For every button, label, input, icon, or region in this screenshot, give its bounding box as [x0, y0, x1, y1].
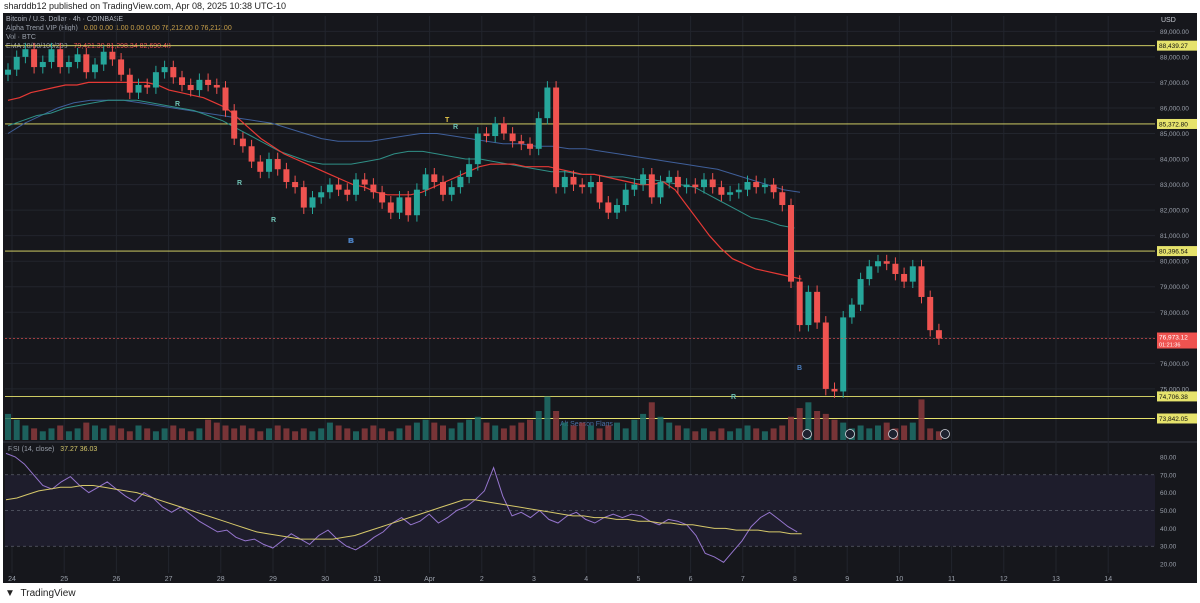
alpha-trend-values: 0.00 0.00 1.00 0.00 0.00 76,212.00 0 76,… [83, 25, 232, 32]
price-scale[interactable] [1157, 13, 1197, 583]
ema-label: EMA 20/50/100/200 [6, 43, 68, 50]
rsi-title: RSI (14, close) [8, 446, 55, 453]
chart-panel[interactable] [3, 13, 1157, 583]
alpha-trend-legend: Alpha Trend VIP (High) 0.00 0.00 1.00 0.… [6, 25, 232, 32]
alpha-trend-label: Alpha Trend VIP (High) [6, 25, 78, 32]
symbol-legend: Bitcoin / U.S. Dollar · 4h · COINBASE [6, 16, 124, 23]
tradingview-brand: TradingView [20, 588, 76, 599]
ema-values: 79,421.39 81,298.34 82,690.48 [73, 43, 171, 50]
ema-legend: EMA 20/50/100/200 79,421.39 81,298.34 82… [6, 43, 171, 50]
rsi-legend: RSI (14, close) 37.27 36.03 [8, 446, 97, 453]
currency-label: USD [1161, 17, 1176, 24]
footer-bar [0, 583, 1200, 603]
rsi-values: 37.27 36.03 [60, 446, 98, 453]
alt-season-annotation: Alt Season Flags [560, 421, 613, 428]
volume-legend: Vol · BTC [6, 34, 36, 41]
tv-mark-icon: ▼ [5, 588, 15, 599]
tradingview-logo[interactable]: ▼ TradingView [5, 588, 76, 599]
publish-caption: sharddb12 published on TradingView.com, … [4, 1, 287, 11]
